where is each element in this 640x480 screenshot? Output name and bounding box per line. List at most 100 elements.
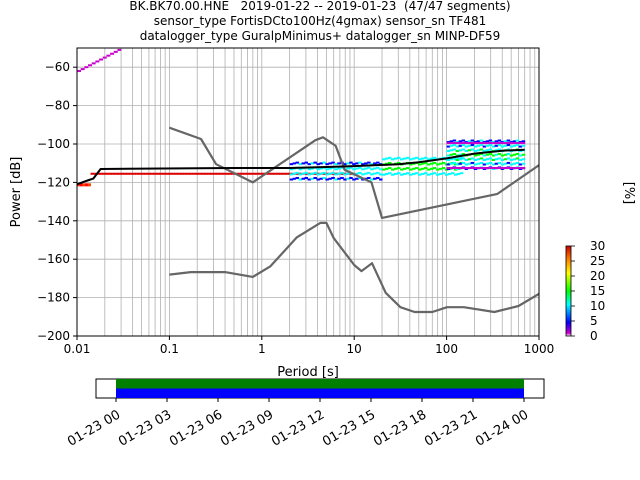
heatmap-cell bbox=[411, 172, 416, 175]
heatmap-cell bbox=[494, 149, 499, 152]
heatmap-cell bbox=[479, 167, 484, 169]
heatmap-cell bbox=[461, 161, 466, 164]
heatmap-cell bbox=[352, 168, 356, 171]
heatmap-cell bbox=[370, 178, 374, 181]
heatmap-cell bbox=[147, 172, 151, 175]
heatmap-cell bbox=[304, 171, 308, 174]
heatmap-cell bbox=[126, 172, 130, 175]
heatmap-cell bbox=[358, 171, 362, 174]
heatmap-cell bbox=[108, 172, 112, 175]
heatmap-cell bbox=[503, 153, 508, 156]
heatmap-cell bbox=[470, 142, 475, 145]
heatmap-cell bbox=[240, 172, 244, 175]
heatmap-cell bbox=[165, 172, 169, 175]
heatmap-cell bbox=[509, 167, 514, 169]
heatmap-cell bbox=[497, 142, 502, 145]
heatmap-cell bbox=[476, 144, 481, 147]
heatmap-cell bbox=[438, 172, 443, 175]
heatmap-cell bbox=[455, 150, 460, 153]
heatmap-cell bbox=[174, 172, 178, 175]
heatmap-cell bbox=[488, 167, 493, 169]
heatmap-cell bbox=[485, 158, 490, 161]
timeline-tick-label: 01-23 15 bbox=[320, 407, 378, 449]
heatmap-cell bbox=[458, 149, 463, 152]
heatmap-cell bbox=[177, 172, 181, 175]
heatmap-cell bbox=[521, 167, 526, 169]
heatmap-cell bbox=[464, 142, 469, 145]
colorbar-label: [%] bbox=[621, 182, 636, 205]
heatmap-cell bbox=[334, 173, 338, 176]
heatmap-cell bbox=[298, 173, 303, 176]
heatmap-cell bbox=[441, 161, 446, 164]
heatmap-cell bbox=[420, 172, 425, 175]
heatmap-cell bbox=[435, 168, 440, 171]
heatmap-cell bbox=[87, 183, 92, 187]
heatmap-cell bbox=[512, 140, 517, 143]
heatmap-cell bbox=[186, 172, 190, 175]
heatmap-cell bbox=[349, 166, 353, 169]
heatmap-cell bbox=[99, 58, 104, 61]
heatmap-cell bbox=[364, 162, 368, 165]
heatmap-cell bbox=[77, 70, 81, 73]
heatmap-cell bbox=[503, 162, 508, 165]
heatmap-cell bbox=[289, 163, 294, 166]
heatmap-cell bbox=[93, 172, 97, 175]
heatmap-cell bbox=[470, 157, 475, 160]
heatmap-cell bbox=[289, 168, 294, 171]
y-tick-label: −200 bbox=[37, 329, 70, 343]
heatmap-cell bbox=[337, 172, 341, 175]
heatmap-cell bbox=[298, 163, 303, 166]
heatmap-cell bbox=[473, 142, 478, 145]
heatmap-cell bbox=[503, 144, 508, 147]
heatmap-cell bbox=[370, 168, 374, 171]
heatmap-cell bbox=[488, 144, 493, 147]
heatmap-cell bbox=[446, 154, 451, 157]
heatmap-cell bbox=[500, 163, 505, 166]
heatmap-cell bbox=[458, 144, 463, 147]
heatmap-cell bbox=[84, 66, 89, 69]
heatmap-cell bbox=[515, 142, 520, 145]
heatmap-cell bbox=[473, 154, 478, 157]
heatmap-cell bbox=[228, 172, 232, 175]
heatmap-cell bbox=[485, 140, 490, 143]
heatmap-cell bbox=[246, 172, 250, 175]
heatmap-cell bbox=[506, 142, 511, 145]
timeline-tick-label: 01-23 12 bbox=[269, 407, 327, 449]
heatmap-cell bbox=[192, 172, 196, 175]
heatmap-cell bbox=[518, 145, 523, 148]
heatmap-cell bbox=[482, 145, 487, 148]
series-mode_line bbox=[77, 148, 525, 186]
heatmap-cell bbox=[355, 177, 359, 180]
heatmap bbox=[77, 48, 526, 187]
heatmap-cell bbox=[255, 172, 259, 175]
heatmap-cell bbox=[435, 163, 440, 166]
plot-frame bbox=[76, 47, 540, 337]
heatmap-cell bbox=[432, 161, 437, 164]
heatmap-cell bbox=[464, 145, 469, 148]
heatmap-cell bbox=[319, 172, 323, 175]
heatmap-cell bbox=[289, 178, 294, 181]
heatmap-cell bbox=[426, 168, 431, 171]
heatmap-cell bbox=[198, 172, 202, 175]
heatmap-cell bbox=[298, 168, 303, 171]
axes: 0.01 0.1 1 10 100 1000 −200 −180 −160 −140 −120 −10… bbox=[37, 60, 554, 356]
heatmap-cell bbox=[408, 173, 413, 176]
heatmap-cell bbox=[506, 139, 511, 142]
heatmap-cell bbox=[388, 167, 392, 170]
heatmap-cell bbox=[476, 149, 481, 152]
heatmap-cell bbox=[390, 158, 395, 161]
heatmap-cell bbox=[379, 168, 383, 171]
heatmap-cell bbox=[455, 159, 460, 161]
heatmap-cell bbox=[388, 172, 392, 175]
heatmap-cell bbox=[367, 161, 371, 164]
timeline-tick-label: 01-23 21 bbox=[422, 407, 480, 449]
heatmap-cell bbox=[426, 158, 431, 161]
heatmap-cell bbox=[485, 153, 490, 156]
heatmap-cell bbox=[479, 148, 484, 151]
heatmap-cell bbox=[222, 172, 226, 175]
heatmap-cell bbox=[307, 163, 311, 166]
colorbar-tick-label: 25 bbox=[590, 254, 605, 268]
heatmap-cell bbox=[258, 172, 262, 175]
heatmap-cell bbox=[106, 54, 111, 57]
heatmap-cell bbox=[473, 145, 478, 148]
